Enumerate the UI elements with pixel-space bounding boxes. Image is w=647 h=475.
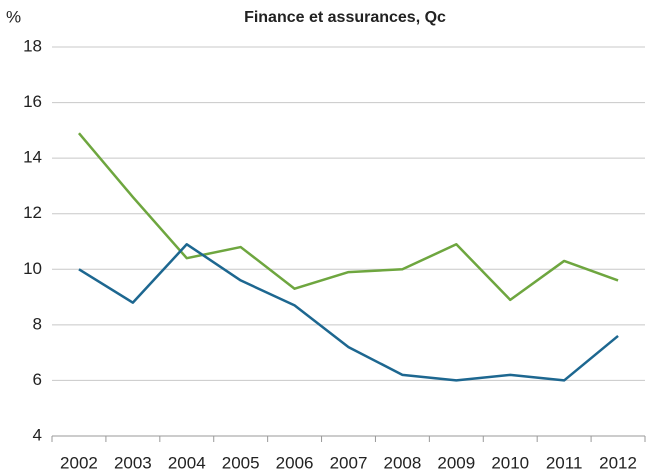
x-tick-label: 2010: [491, 453, 529, 472]
x-tick-label: 2002: [60, 453, 98, 472]
y-tick-label: 10: [23, 259, 42, 278]
y-tick-label: 12: [23, 203, 42, 222]
x-tick-label: 2012: [599, 453, 637, 472]
y-tick-label: 6: [33, 370, 42, 389]
y-tick-label: 16: [23, 92, 42, 111]
x-tick-label: 2011: [546, 453, 583, 472]
x-tick-label: 2008: [383, 453, 421, 472]
x-tick-label: 2007: [330, 453, 368, 472]
y-tick-label: 14: [23, 148, 42, 167]
series-line: [78, 243, 619, 382]
y-tick-label: 8: [33, 314, 42, 333]
x-tick-label: 2003: [114, 453, 152, 472]
y-axis-label: %: [6, 7, 21, 26]
y-tick-label: 18: [23, 36, 42, 55]
x-tick-label: 2006: [276, 453, 314, 472]
x-tick-label: 2009: [437, 453, 475, 472]
chart-title: Finance et assurances, Qc: [244, 9, 446, 26]
y-tick-label: 4: [33, 425, 42, 444]
series-line: [77, 132, 619, 302]
x-tick-label: 2004: [168, 453, 206, 472]
x-tick-label: 2005: [222, 453, 260, 472]
